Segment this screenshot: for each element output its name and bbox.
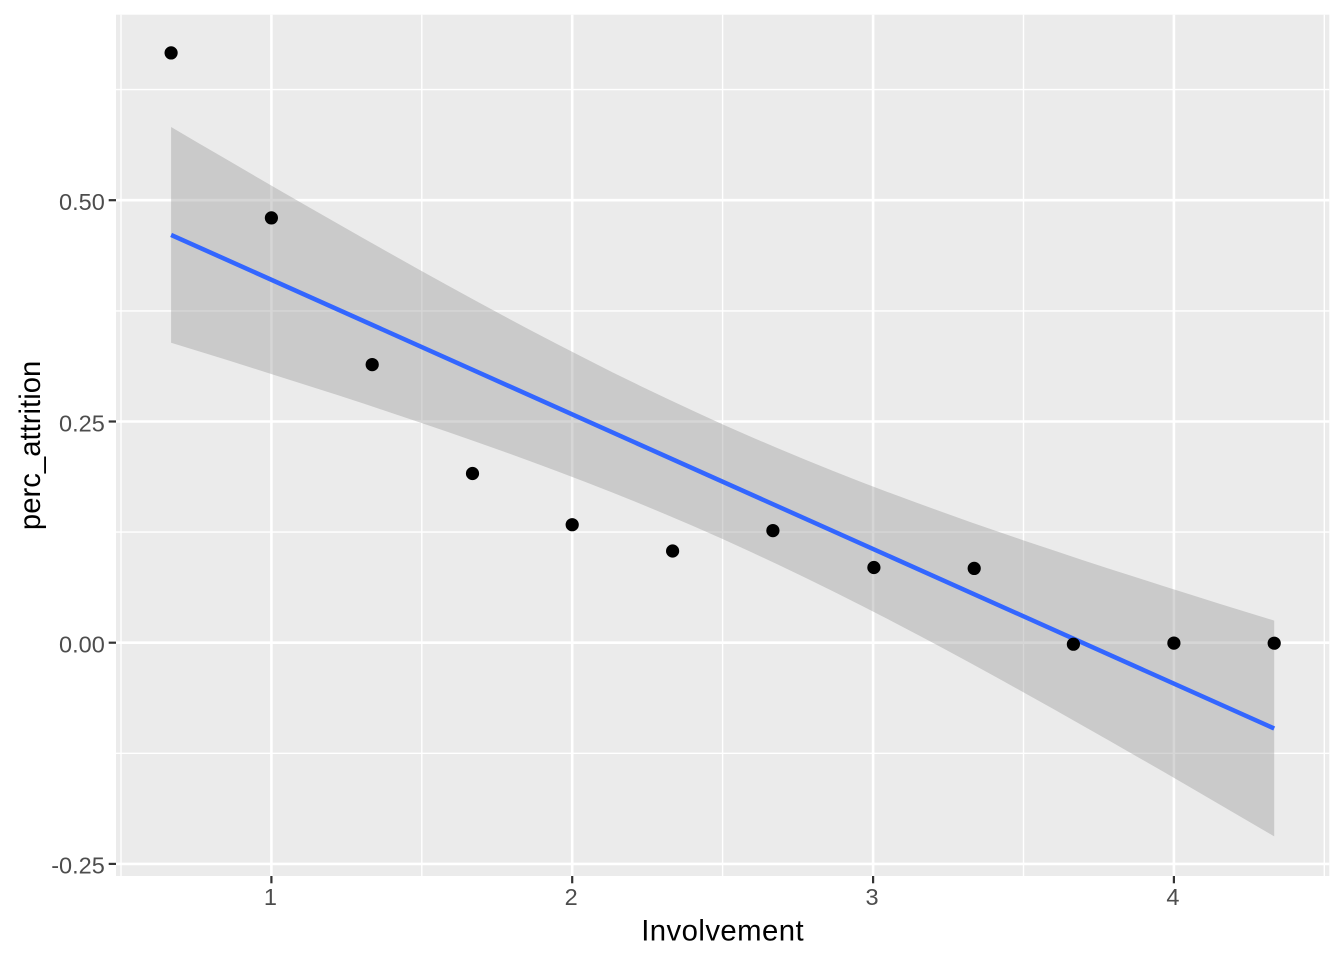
svg-text:3: 3 bbox=[866, 884, 879, 910]
svg-text:4: 4 bbox=[1166, 884, 1179, 910]
svg-text:Involvement: Involvement bbox=[641, 915, 804, 948]
svg-text:-0.25: -0.25 bbox=[51, 853, 105, 879]
svg-text:2: 2 bbox=[565, 884, 578, 910]
svg-text:1: 1 bbox=[264, 884, 277, 910]
svg-text:0.25: 0.25 bbox=[59, 410, 105, 436]
svg-text:0.00: 0.00 bbox=[59, 632, 105, 658]
svg-text:0.50: 0.50 bbox=[59, 189, 105, 215]
svg-text:perc_attrition: perc_attrition bbox=[14, 361, 47, 530]
